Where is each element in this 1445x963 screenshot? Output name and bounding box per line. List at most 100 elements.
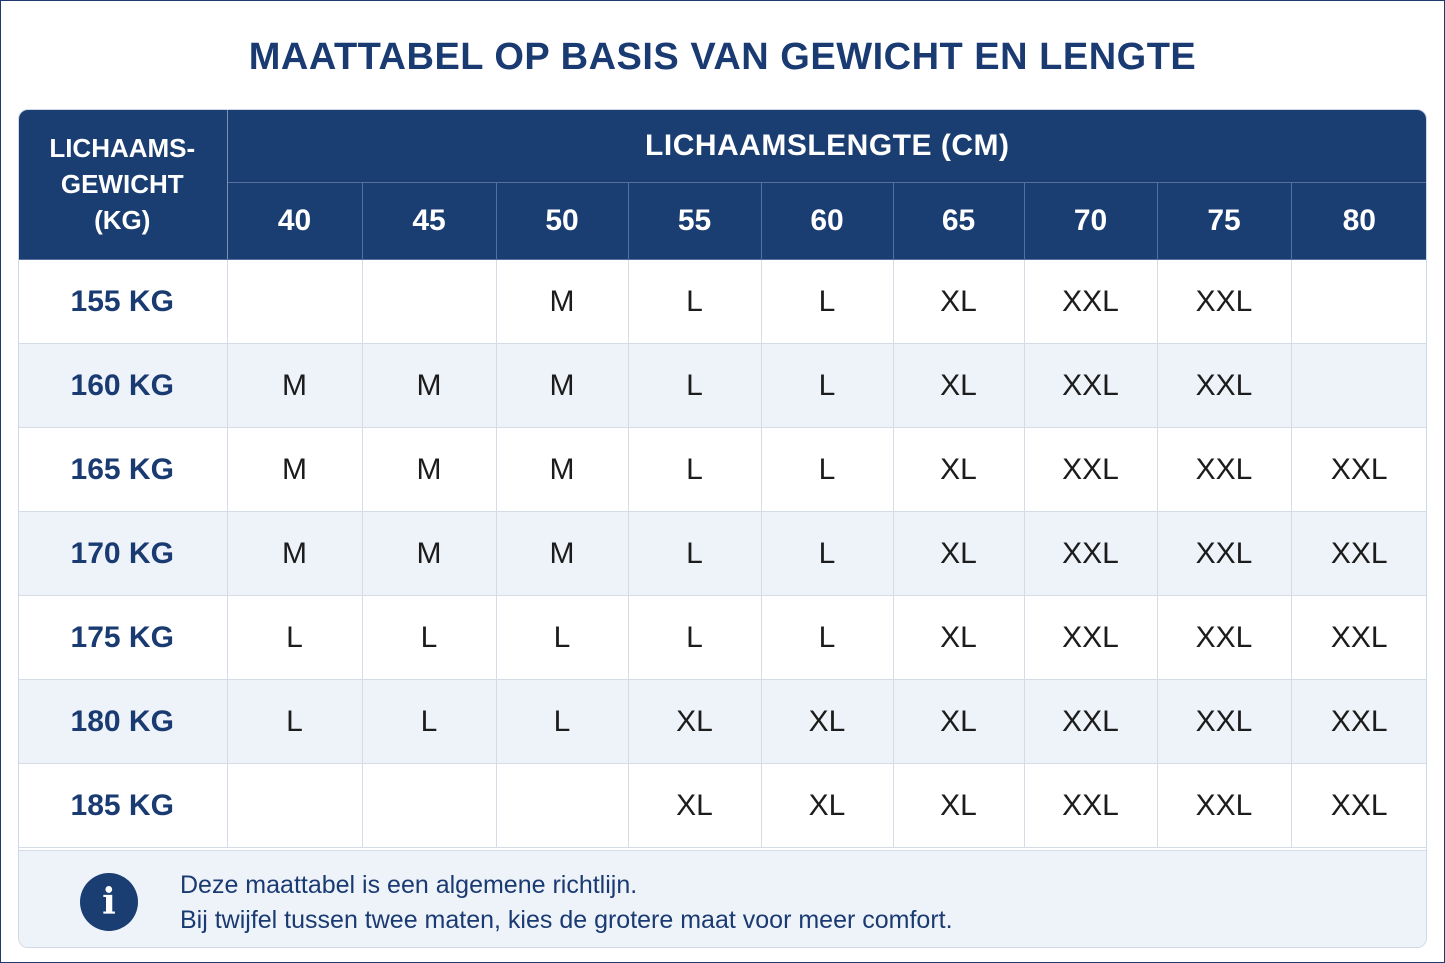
size-cell: XL <box>761 763 894 848</box>
size-cell: M <box>227 511 363 596</box>
size-cell: XL <box>893 763 1025 848</box>
weight-header-line: LICHAAMS- <box>49 133 196 163</box>
size-cell: XL <box>893 679 1025 764</box>
height-column-header: 50 <box>496 182 629 260</box>
size-cell <box>1291 259 1426 344</box>
size-cell: XXL <box>1024 259 1158 344</box>
size-cell: M <box>362 427 497 512</box>
table-row: 185 KG XL XL XL XXL XXL XXL <box>19 763 1426 848</box>
height-columns-row: 40 45 50 55 60 65 70 75 80 <box>19 182 1426 260</box>
size-cell: XXL <box>1291 595 1426 680</box>
height-column-header: 40 <box>227 182 363 260</box>
size-cell: L <box>761 511 894 596</box>
size-cell: M <box>362 343 497 428</box>
size-cell: L <box>628 595 762 680</box>
size-cell: XL <box>893 259 1025 344</box>
size-cell: M <box>227 427 363 512</box>
table-row: 170 KG M M M L L XL XXL XXL XXL <box>19 511 1426 596</box>
size-cell <box>362 259 497 344</box>
size-table-body: 155 KG M L L XL XXL XXL 160 KG M M M L L XL XXL XXL 165 … <box>19 259 1426 848</box>
height-column-header: 80 <box>1291 182 1426 260</box>
size-cell: XL <box>893 343 1025 428</box>
size-cell: XXL <box>1157 511 1292 596</box>
size-cell: XXL <box>1291 511 1426 596</box>
size-cell: L <box>761 259 894 344</box>
size-cell: XXL <box>1291 427 1426 512</box>
size-cell: XL <box>628 763 762 848</box>
size-table: LICHAAMS- GEWICHT (KG) LICHAAMSLENGTE (C… <box>19 110 1426 848</box>
size-cell: L <box>496 679 629 764</box>
size-cell: XXL <box>1157 343 1292 428</box>
weight-cell: 170 KG <box>19 511 228 596</box>
size-table-card: LICHAAMS- GEWICHT (KG) LICHAAMSLENGTE (C… <box>18 109 1427 948</box>
note-line-1: Deze maattabel is een algemene richtlijn… <box>180 871 638 899</box>
size-cell: XXL <box>1291 679 1426 764</box>
size-cell: L <box>761 427 894 512</box>
table-row: 175 KG L L L L L XL XXL XXL XXL <box>19 595 1426 680</box>
size-cell: XXL <box>1157 427 1292 512</box>
size-cell: XXL <box>1024 763 1158 848</box>
height-group-header: LICHAAMSLENGTE (CM) <box>227 110 1426 183</box>
size-cell: XXL <box>1291 763 1426 848</box>
size-cell: XL <box>893 427 1025 512</box>
weight-header-line: (KG) <box>94 205 151 235</box>
weight-cell: 175 KG <box>19 595 228 680</box>
size-cell <box>227 763 363 848</box>
size-cell: XL <box>628 679 762 764</box>
size-cell: XXL <box>1157 259 1292 344</box>
size-cell: XXL <box>1024 595 1158 680</box>
size-cell: L <box>761 343 894 428</box>
height-column-header: 65 <box>893 182 1025 260</box>
table-row: 155 KG M L L XL XXL XXL <box>19 259 1426 344</box>
size-cell: XXL <box>1157 763 1292 848</box>
weight-cell: 185 KG <box>19 763 228 848</box>
size-cell: M <box>496 511 629 596</box>
weight-cell: 160 KG <box>19 343 228 428</box>
height-column-header: 75 <box>1157 182 1292 260</box>
page-title: MAATTABEL OP BASIS VAN GEWICHT EN LENGTE <box>248 36 1197 78</box>
weight-cell: 180 KG <box>19 679 228 764</box>
info-footer: i Deze maattabel is een algemene richtli… <box>19 850 1426 947</box>
size-cell: XXL <box>1024 343 1158 428</box>
size-cell: L <box>761 595 894 680</box>
size-cell: XXL <box>1024 427 1158 512</box>
size-cell: XL <box>761 679 894 764</box>
weight-header-line: GEWICHT <box>60 169 184 199</box>
weight-column-header: LICHAAMS- GEWICHT (KG) <box>19 110 228 260</box>
size-cell: L <box>227 595 363 680</box>
size-cell <box>1291 343 1426 428</box>
size-cell: XXL <box>1157 679 1292 764</box>
size-cell: M <box>227 343 363 428</box>
size-cell: XL <box>893 595 1025 680</box>
size-cell: L <box>496 595 629 680</box>
size-cell <box>362 763 497 848</box>
size-cell: L <box>227 679 363 764</box>
table-row: 165 KG M M M L L XL XXL XXL XXL <box>19 427 1426 512</box>
size-cell <box>227 259 363 344</box>
size-cell: L <box>628 427 762 512</box>
size-cell: L <box>628 343 762 428</box>
info-icon: i <box>80 873 138 931</box>
weight-cell: 155 KG <box>19 259 228 344</box>
size-cell: M <box>496 259 629 344</box>
size-cell: L <box>362 679 497 764</box>
size-cell: XXL <box>1024 511 1158 596</box>
table-row: 160 KG M M M L L XL XXL XXL <box>19 343 1426 428</box>
size-cell: L <box>628 259 762 344</box>
size-cell: XL <box>893 511 1025 596</box>
size-cell: XXL <box>1024 679 1158 764</box>
height-column-header: 55 <box>628 182 762 260</box>
size-cell: M <box>496 427 629 512</box>
weight-cell: 165 KG <box>19 427 228 512</box>
height-column-header: 70 <box>1024 182 1158 260</box>
height-column-header: 60 <box>761 182 894 260</box>
size-cell: XXL <box>1157 595 1292 680</box>
size-cell: M <box>496 343 629 428</box>
size-cell: L <box>628 511 762 596</box>
table-row: 180 KG L L L XL XL XL XXL XXL XXL <box>19 679 1426 764</box>
height-column-header: 45 <box>362 182 497 260</box>
size-cell <box>496 763 629 848</box>
size-cell: L <box>362 595 497 680</box>
note-line-2: Bij twijfel tussen twee maten, kies de g… <box>180 906 953 934</box>
size-cell: M <box>362 511 497 596</box>
